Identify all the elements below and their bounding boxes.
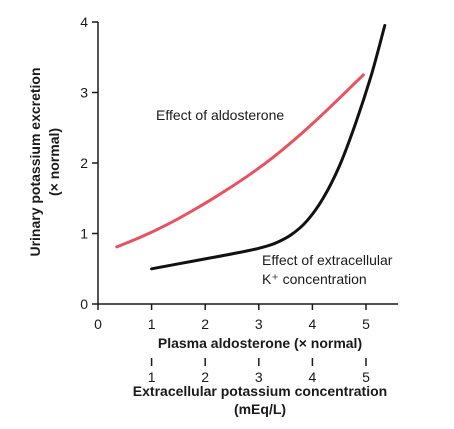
- x2-tick-label: 5: [362, 369, 370, 385]
- y-axis-title-line2: (× normal): [46, 128, 62, 196]
- x-tick-label: 2: [201, 316, 209, 332]
- x-tick-label: 3: [255, 316, 263, 332]
- x2-axis-title-line2: (mEq/L): [234, 401, 286, 417]
- y-axis-title-line1: Urinary potassium excretion: [27, 67, 43, 256]
- series-label-aldosterone: Effect of aldosterone: [156, 107, 284, 123]
- y-tick-label: 2: [80, 155, 88, 171]
- y-tick-label: 0: [80, 296, 88, 312]
- x2-tick-label: 3: [255, 369, 263, 385]
- x-axis-title: Plasma aldosterone (× normal): [158, 335, 362, 351]
- x-tick-label: 4: [309, 316, 317, 332]
- y-tick-label: 3: [80, 85, 88, 101]
- series-label-k-line1: Effect of extracellular: [262, 252, 393, 268]
- series-line-aldosterone: [115, 73, 365, 249]
- x-tick-label: 1: [148, 316, 156, 332]
- y-tick-label: 4: [80, 14, 88, 30]
- x-tick-label: 0: [94, 316, 102, 332]
- series-label-k-line2: K⁺ concentration: [262, 271, 367, 287]
- x-tick-label: 5: [362, 316, 370, 332]
- series-line-extracellular-k: [150, 24, 387, 271]
- x2-tick-label: 4: [309, 369, 317, 385]
- axes: 0 1 2 3 4 0 1 2 3 4 5 1 2 3 4 5: [80, 14, 399, 385]
- y-tick-label: 1: [80, 226, 88, 242]
- x2-axis-title-line1: Extracellular potassium concentration: [133, 383, 387, 399]
- x2-tick-label: 2: [201, 369, 209, 385]
- series-layer: [115, 24, 387, 271]
- x2-tick-label: 1: [148, 369, 156, 385]
